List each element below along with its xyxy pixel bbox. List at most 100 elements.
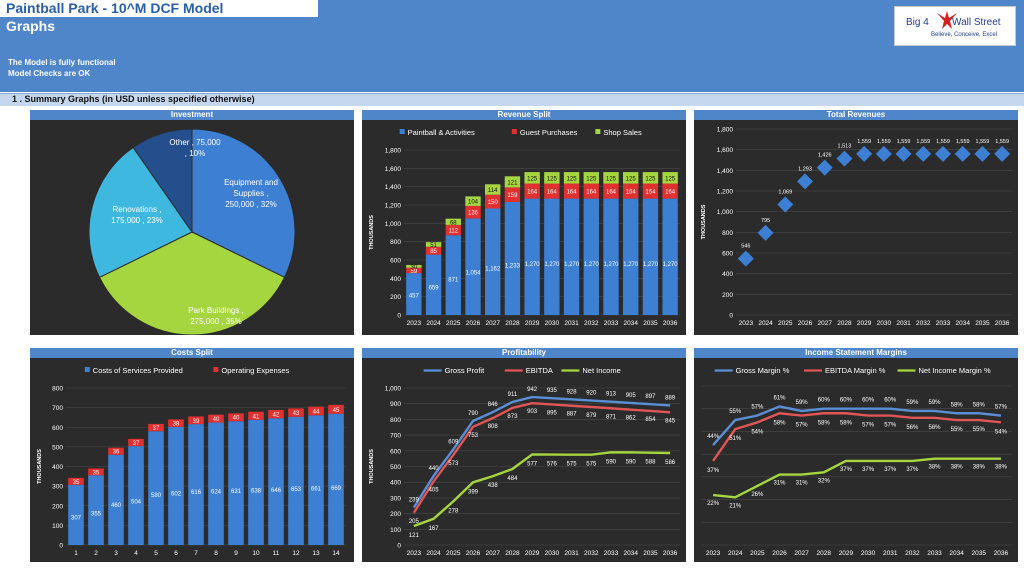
- legend-label: EBITDA Margin %: [825, 366, 886, 375]
- line-data-label: 897: [645, 394, 656, 400]
- revenue-split-chart: Paintball & Activities Guest Purchases Sho…: [362, 120, 686, 335]
- scatter-point: [816, 159, 833, 176]
- x-tick-label: 1: [74, 550, 78, 557]
- bar-data-label: 125: [626, 176, 637, 182]
- line-data-label: 575: [567, 462, 578, 468]
- bar-segment: [603, 198, 619, 315]
- bar-data-label: 114: [488, 188, 498, 194]
- x-tick-label: 2033: [927, 550, 942, 557]
- x-tick-label: 2032: [584, 320, 599, 327]
- line-data-label: 37%: [862, 467, 875, 473]
- legend-label: Net Income Margin %: [919, 366, 991, 375]
- bar-data-label: 638: [251, 488, 262, 494]
- x-tick-label: 12: [292, 550, 300, 557]
- bar-data-label: 164: [567, 190, 578, 196]
- bar-segment: [504, 187, 521, 202]
- x-tick-label: 2034: [623, 320, 638, 327]
- x-tick-label: 2029: [839, 550, 854, 557]
- line-data-label: 31%: [773, 481, 786, 487]
- legend-label: Shop Sales: [603, 128, 642, 137]
- income-margins-chart-title: Income Statement Margins: [694, 348, 1018, 358]
- y-tick-label: 400: [722, 271, 733, 278]
- line-data-label: 58%: [973, 402, 986, 408]
- x-tick-label: 5: [154, 550, 158, 557]
- y-tick-label: 1,600: [385, 166, 402, 173]
- line-data-label: 54%: [751, 429, 764, 435]
- point-data-label: 1,426: [818, 153, 832, 159]
- x-tick-label: 2036: [995, 320, 1010, 327]
- bar-segment: [623, 172, 639, 184]
- bar-segment: [188, 424, 204, 545]
- bar-segment: [406, 264, 422, 268]
- point-data-label: 1,513: [838, 144, 852, 150]
- pie-data-label: Park Buildings ,: [188, 306, 244, 315]
- x-tick-label: 2032: [584, 550, 599, 557]
- line-data-label: 239: [409, 497, 420, 503]
- line-data-label: 808: [488, 424, 499, 430]
- bar-data-label: 1,270: [603, 262, 619, 268]
- bar-segment: [268, 418, 284, 545]
- bar-segment: [148, 423, 164, 432]
- legend-label: Costs of Services Provided: [93, 366, 183, 375]
- x-tick-label: 2030: [545, 320, 560, 327]
- bar-data-label: 104: [468, 200, 479, 206]
- profitability-svg: Gross Profit EBITDA Net Income 0 100 200 300 40…: [369, 366, 680, 557]
- line-data-label: 575: [586, 462, 597, 468]
- y-axis-label: THOUSANDS: [701, 204, 707, 239]
- bar-segment: [208, 414, 224, 423]
- legend-swatch: [399, 129, 405, 134]
- bar-data-label: 653: [291, 487, 302, 493]
- bar-segment: [445, 224, 461, 236]
- bar-segment: [268, 409, 284, 419]
- x-tick-label: 6: [174, 550, 178, 557]
- scatter-point: [757, 224, 774, 241]
- scatter-point: [737, 250, 754, 267]
- x-tick-label: 2030: [861, 550, 876, 557]
- bar-segment: [108, 447, 124, 455]
- point-data-label: 1,559: [897, 139, 911, 145]
- line-data-label: 61%: [773, 395, 786, 401]
- bar-data-label: 1,270: [663, 262, 679, 268]
- bar-data-label: 616: [191, 490, 202, 496]
- legend-swatch: [84, 367, 90, 372]
- line-data-label: 37%: [707, 468, 720, 474]
- bar-segment: [425, 242, 442, 247]
- bar-data-label: 1,270: [584, 262, 600, 268]
- point-data-label: 1,559: [936, 139, 950, 145]
- y-tick-label: 600: [52, 425, 63, 432]
- line-data-label: 167: [429, 526, 440, 532]
- line-data-label: 438: [488, 483, 499, 489]
- bar-data-label: 44: [313, 409, 320, 415]
- x-tick-label: 2028: [837, 320, 852, 327]
- bar-data-label: 164: [547, 190, 558, 196]
- bar-segment: [544, 183, 560, 199]
- line-data-label: 32%: [818, 478, 831, 484]
- x-tick-label: 2027: [485, 550, 500, 557]
- bar-data-label: 125: [527, 176, 538, 182]
- point-data-label: 1,559: [877, 139, 891, 145]
- bar-data-label: 164: [606, 190, 617, 196]
- x-tick-label: 2025: [446, 550, 461, 557]
- x-tick-label: 8: [214, 550, 218, 557]
- line-data-label: 576: [547, 462, 558, 468]
- line-data-label: 58%: [840, 420, 853, 426]
- x-tick-label: 2029: [525, 320, 540, 327]
- bar-segment: [465, 205, 481, 219]
- scatter-point: [856, 145, 873, 162]
- line-data-label: 55%: [951, 427, 964, 433]
- x-tick-label: 2025: [446, 320, 461, 327]
- y-tick-label: 500: [390, 464, 401, 471]
- bar-segment: [108, 454, 124, 545]
- x-tick-label: 14: [332, 550, 340, 557]
- x-tick-label: 2028: [505, 550, 520, 557]
- x-tick-label: 2036: [663, 320, 678, 327]
- line-data-label: 590: [626, 459, 637, 465]
- pie-slice: [132, 128, 193, 234]
- legend-swatch: [595, 129, 601, 134]
- y-tick-label: 1,400: [717, 168, 734, 175]
- legend-label: Operating Expenses: [221, 366, 289, 375]
- bar-data-label: 1,270: [564, 262, 580, 268]
- line-data-label: 26%: [751, 492, 764, 498]
- y-tick-label: 1,600: [717, 147, 734, 154]
- y-tick-label: 1,200: [385, 203, 402, 210]
